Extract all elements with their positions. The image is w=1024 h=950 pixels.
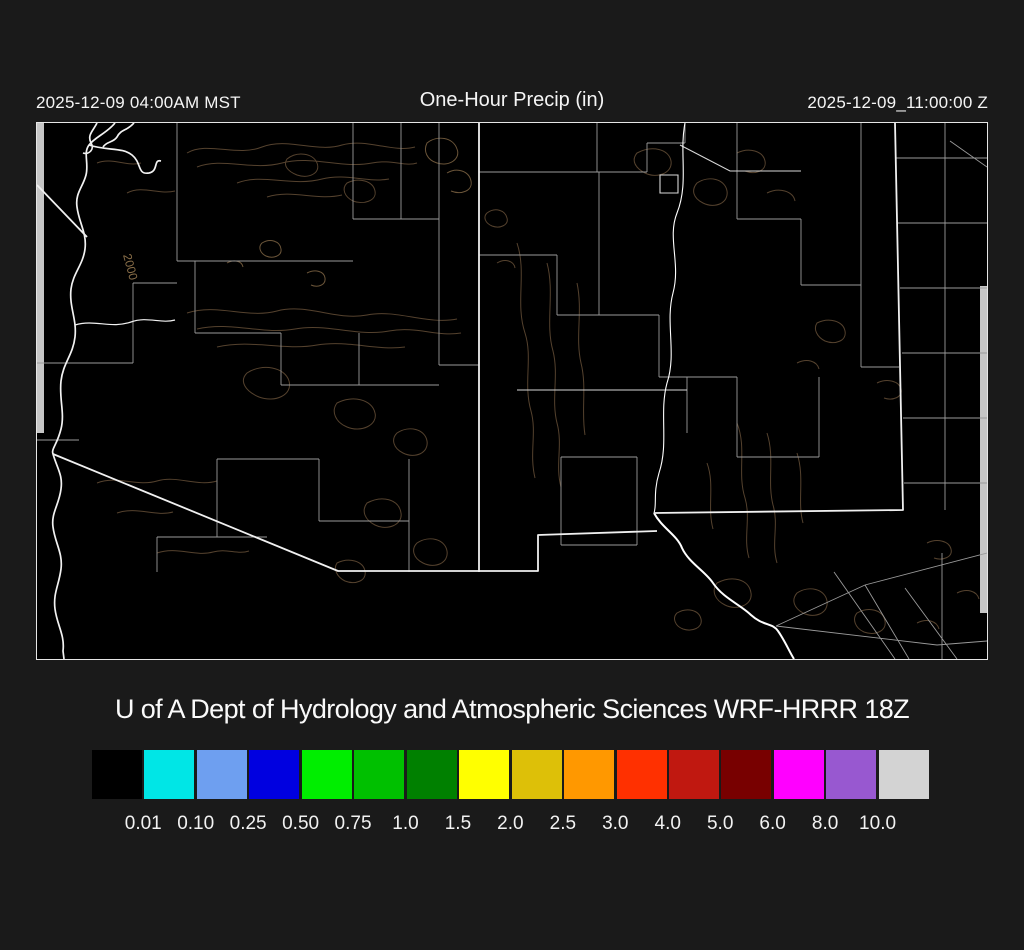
colorbar-tick-label: 1.0	[392, 813, 419, 834]
colorbar-cell	[196, 750, 247, 799]
colorbar-tick-label: 2.0	[497, 813, 524, 834]
colorbar-cell	[511, 750, 562, 799]
valid-time-utc: 2025-12-09_11:00:00 Z	[807, 93, 988, 112]
colorbar-tick-label: 0.50	[282, 813, 320, 834]
colorbar-cell	[144, 750, 195, 799]
colorbar-tick-label: 1.5	[444, 813, 472, 834]
county-lines	[37, 123, 987, 659]
nm-tx-border	[653, 123, 904, 514]
domain-edge-right	[980, 286, 987, 613]
precip-colorbar-labels: 0.01 0.10 0.25 0.50 0.75 1.0 1.5 2.0 2.5 3.0 4.0 5.…	[92, 813, 932, 837]
colorbar-tick-label: 3.0	[602, 813, 629, 834]
colorbar-cell	[92, 750, 142, 799]
colorbar-cell	[878, 750, 929, 799]
colorbar-tick-label: 0.10	[177, 813, 215, 834]
page-title: One-Hour Precip (in)	[419, 89, 605, 111]
nv-border	[37, 184, 88, 238]
colorbar-tick-label: 2.5	[549, 813, 577, 834]
attribution-text: U of A Dept of Hydrology and Atmospheric…	[114, 694, 910, 724]
colorbar-cell	[354, 750, 405, 799]
colorbar-tick-label: 0.75	[334, 813, 372, 834]
contour-elevation-label: 2000	[120, 252, 141, 282]
colorbar-tick-label: 8.0	[811, 813, 839, 834]
colorbar-cell	[301, 750, 352, 799]
colorbar-tick-label: 4.0	[654, 813, 681, 834]
colorbar-tick-label: 0.25	[229, 813, 267, 834]
colorbar-tick-label: 6.0	[759, 813, 786, 834]
state-borders	[37, 123, 904, 572]
domain-edge-left	[37, 123, 44, 433]
colorbar-cell	[564, 750, 615, 799]
colorbar-cell	[668, 750, 719, 799]
mexico-border	[52, 453, 658, 572]
colorbar-cell	[459, 750, 510, 799]
colorbar-tick-label: 0.01	[124, 813, 162, 834]
colorbar-cell	[721, 750, 772, 799]
precip-colorbar	[92, 750, 932, 799]
valid-time-local: 2025-12-09 04:00AM MST	[36, 93, 241, 112]
colorbar-tick-label: 5.0	[706, 813, 734, 834]
colorbar-cell	[616, 750, 667, 799]
map-canvas: 2000	[37, 123, 987, 659]
rio-grande	[653, 123, 795, 659]
colorbar-cell	[773, 750, 824, 799]
precip-map: 2000	[36, 122, 988, 660]
county-lines-bright	[517, 144, 801, 391]
colorbar-tick-label: 10.0	[859, 813, 897, 834]
colorbar-cell	[406, 750, 457, 799]
colorbar-cell	[249, 750, 300, 799]
colorbar-cell	[826, 750, 877, 799]
colorado-river	[51, 123, 176, 659]
